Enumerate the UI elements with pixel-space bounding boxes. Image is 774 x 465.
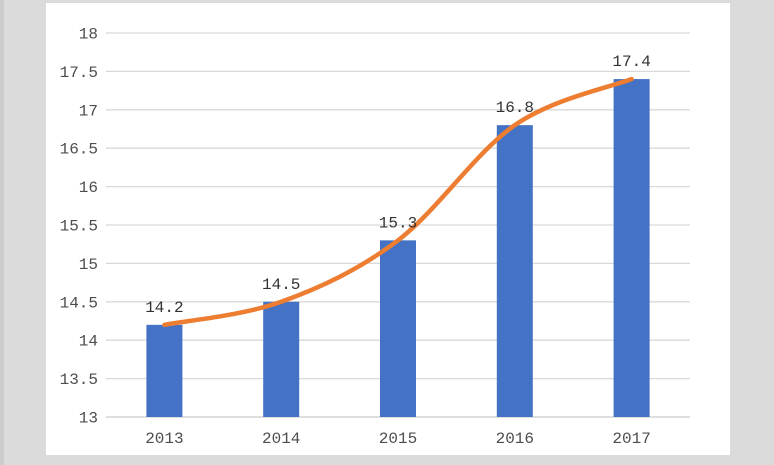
x-tick-label-2013: 2013	[145, 430, 183, 448]
y-tick-label: 13.5	[60, 371, 98, 389]
left-edge-strip	[0, 0, 4, 465]
bar-series	[146, 79, 650, 417]
data-label-2013: 14.2	[145, 299, 183, 317]
y-tick-label: 14	[79, 333, 98, 351]
data-label-2014: 14.5	[262, 276, 300, 294]
x-tick-label-2014: 2014	[262, 430, 300, 448]
y-tick-label: 13	[79, 410, 98, 428]
bar-2013	[146, 324, 183, 417]
y-tick-label: 18	[79, 26, 98, 44]
axis-and-data-labels: 13 13.5 14 14.5 15 15.5 16 16.5 17 17.5 18 14.2 14.5…	[60, 26, 651, 449]
y-tick-label: 17.5	[60, 64, 98, 82]
bar-2014	[263, 301, 300, 417]
gridlines	[106, 32, 690, 418]
y-tick-label: 17	[79, 102, 98, 120]
data-label-2016: 16.8	[496, 99, 534, 117]
data-label-2017: 17.4	[612, 53, 650, 71]
y-tick-label: 14.5	[60, 294, 98, 312]
x-tick-label-2017: 2017	[612, 430, 650, 448]
bar-2017	[613, 79, 650, 417]
y-tick-label: 16	[79, 179, 98, 197]
line-series	[162, 76, 634, 328]
x-tick-label-2015: 2015	[379, 430, 417, 448]
data-label-2015: 15.3	[379, 214, 417, 232]
y-tick-label: 15	[79, 256, 98, 274]
x-tick-label-2016: 2016	[496, 430, 534, 448]
trend-line-path	[162, 76, 634, 328]
y-tick-label: 16.5	[60, 141, 98, 159]
bar-2015	[380, 240, 416, 417]
bar-2016	[496, 125, 533, 417]
y-tick-label: 15.5	[60, 218, 98, 236]
